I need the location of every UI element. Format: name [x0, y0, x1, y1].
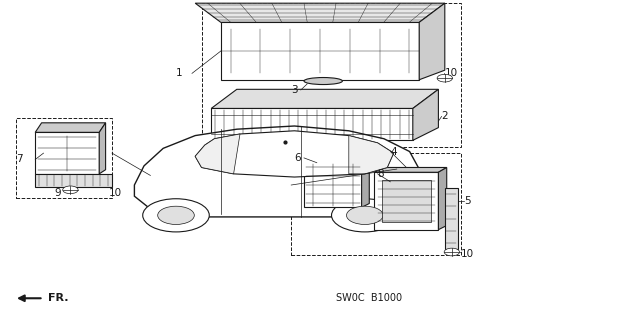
Polygon shape [304, 163, 362, 207]
Polygon shape [99, 123, 106, 174]
Polygon shape [445, 188, 458, 249]
Text: 10: 10 [445, 68, 458, 78]
Polygon shape [195, 134, 240, 174]
Polygon shape [35, 123, 106, 132]
Polygon shape [211, 108, 413, 140]
FancyBboxPatch shape [382, 180, 431, 222]
Circle shape [444, 248, 460, 256]
Polygon shape [374, 172, 438, 230]
Polygon shape [304, 158, 369, 163]
Polygon shape [349, 136, 394, 174]
Text: 4: 4 [390, 146, 397, 157]
Circle shape [143, 199, 209, 232]
Circle shape [157, 206, 195, 225]
Ellipse shape [304, 78, 342, 85]
Text: 10: 10 [461, 249, 474, 259]
Text: 5: 5 [464, 196, 470, 206]
Polygon shape [438, 167, 447, 230]
Polygon shape [374, 167, 447, 172]
Text: 10: 10 [109, 188, 122, 198]
Circle shape [332, 199, 398, 232]
Polygon shape [134, 126, 419, 217]
Circle shape [63, 186, 78, 194]
Text: 8: 8 [378, 169, 384, 179]
Polygon shape [362, 158, 369, 207]
Polygon shape [195, 131, 394, 177]
Text: 3: 3 [291, 85, 298, 95]
Text: 1: 1 [176, 68, 182, 78]
Polygon shape [419, 3, 445, 80]
Polygon shape [195, 3, 445, 22]
Text: 9: 9 [54, 188, 61, 198]
Text: SW0C  B1000: SW0C B1000 [336, 293, 402, 303]
Text: 7: 7 [16, 154, 22, 165]
Circle shape [346, 206, 383, 225]
Circle shape [437, 74, 452, 82]
Polygon shape [413, 89, 438, 140]
Text: FR.: FR. [48, 293, 68, 303]
Text: 2: 2 [442, 111, 448, 122]
Text: 6: 6 [294, 153, 301, 163]
Polygon shape [211, 89, 438, 108]
Polygon shape [35, 174, 112, 187]
Polygon shape [221, 22, 419, 80]
Polygon shape [35, 132, 99, 174]
